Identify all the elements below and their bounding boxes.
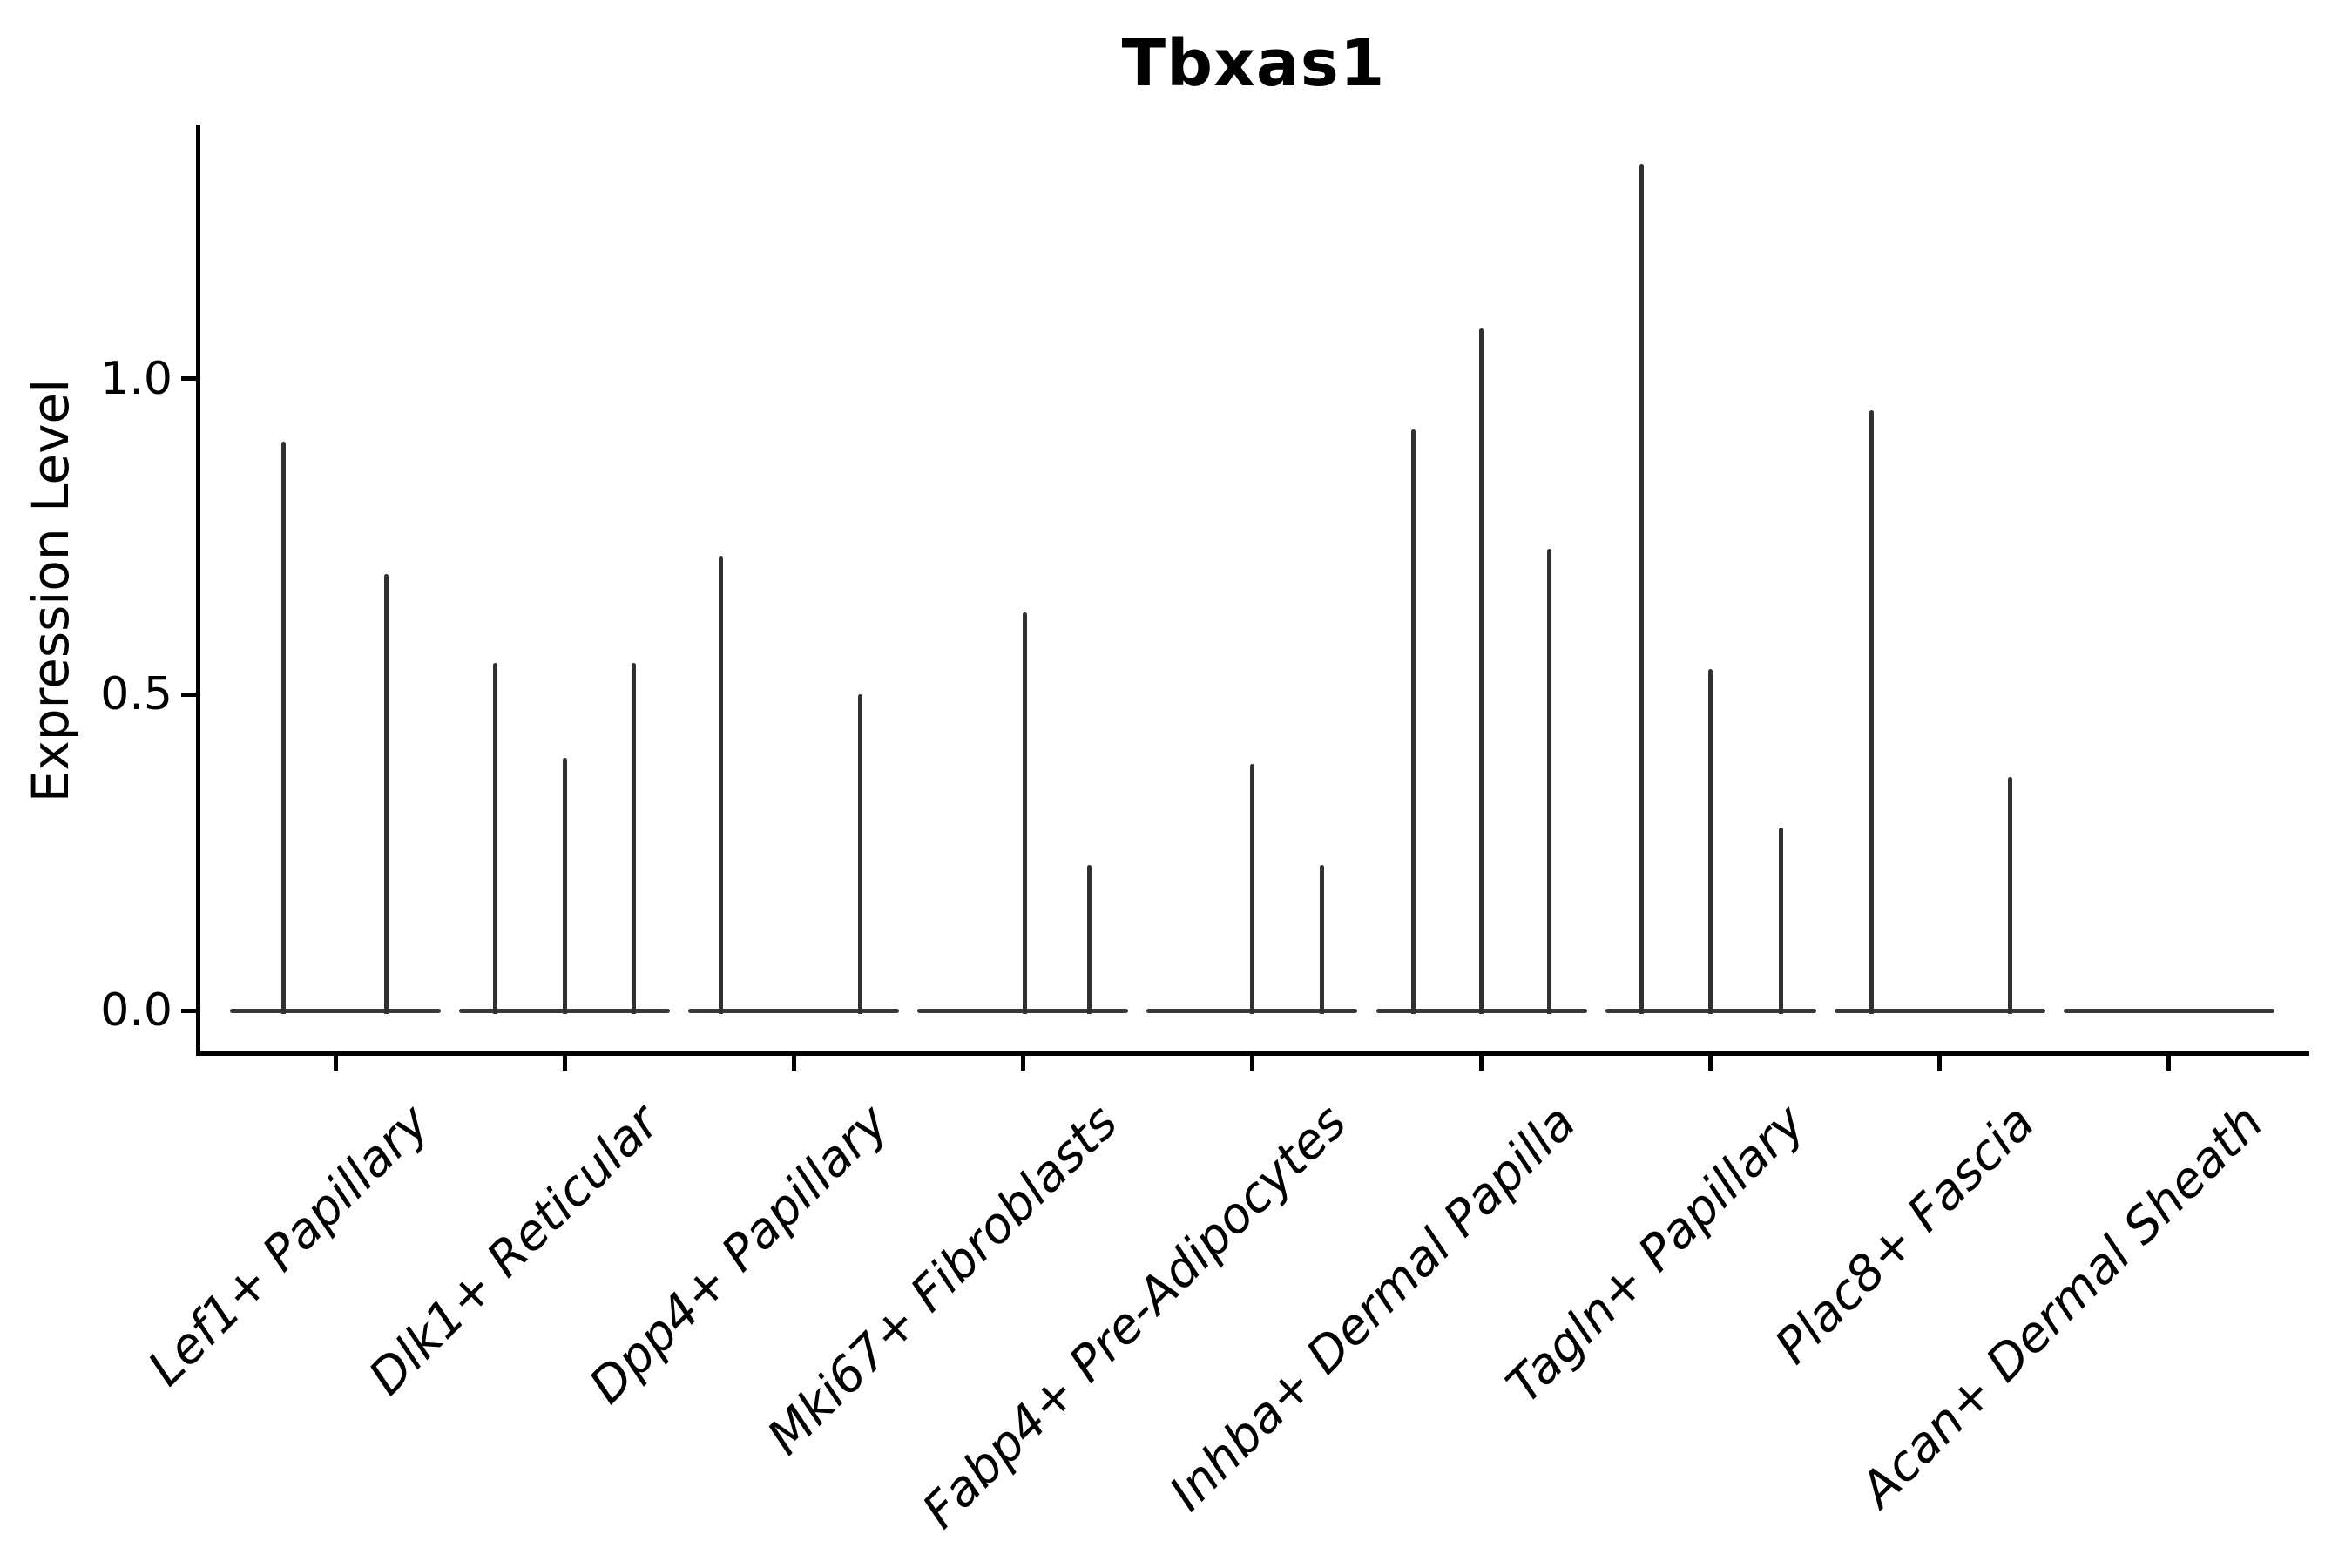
x-tick [791, 1056, 796, 1071]
violin-spike [1547, 549, 1551, 1014]
violin-spike [1319, 865, 1324, 1014]
x-tick-label: Acan+ Dermal Sheath [1849, 1094, 2274, 1518]
y-tick-label: 0.5 [100, 668, 172, 721]
violin-spike [1779, 827, 1784, 1014]
x-tick [1708, 1056, 1713, 1071]
violin-spike [1249, 764, 1254, 1014]
x-tick [1249, 1056, 1254, 1071]
x-axis-spine [196, 1051, 2309, 1056]
violin-spike [1708, 669, 1713, 1014]
violin-spike [2008, 776, 2013, 1014]
y-tick-label: 1.0 [100, 352, 172, 405]
x-tick-label: Inhba+ Dermal Papilla [1159, 1094, 1587, 1523]
violin-baseline [2063, 1009, 2274, 1013]
violin-spike [1022, 612, 1027, 1014]
violin-spike [631, 663, 636, 1014]
chart-title: Tbxas1 [1121, 26, 1386, 101]
violin-spike [1411, 429, 1416, 1014]
violin-spike [383, 574, 389, 1014]
x-tick [1937, 1056, 1943, 1071]
violin-baseline [230, 1009, 441, 1013]
violin-spike [1086, 865, 1092, 1014]
x-tick [2166, 1056, 2172, 1071]
violin-baseline [1834, 1009, 2045, 1013]
violin-spike [280, 442, 286, 1014]
x-tick [1020, 1056, 1025, 1071]
violin-spike [1479, 328, 1484, 1014]
x-tick [1479, 1056, 1484, 1071]
violin-spike [562, 757, 567, 1014]
y-axis-spine [196, 125, 200, 1056]
violin-spike [857, 694, 862, 1014]
x-tick [333, 1056, 338, 1071]
y-tick [181, 692, 198, 697]
y-axis-label: Expression Level [21, 378, 80, 803]
violin-spike [492, 663, 497, 1014]
x-tick [562, 1056, 567, 1071]
violin-spike [1869, 409, 1875, 1014]
violin-spike [1639, 163, 1645, 1014]
y-tick-label: 0.0 [100, 984, 172, 1037]
violin-spike [718, 555, 723, 1014]
y-tick [181, 1008, 198, 1013]
y-tick [181, 376, 198, 382]
x-tick-label: Fabp4+ Pre-Adipocytes [912, 1094, 1358, 1540]
violin-baseline [688, 1009, 900, 1013]
